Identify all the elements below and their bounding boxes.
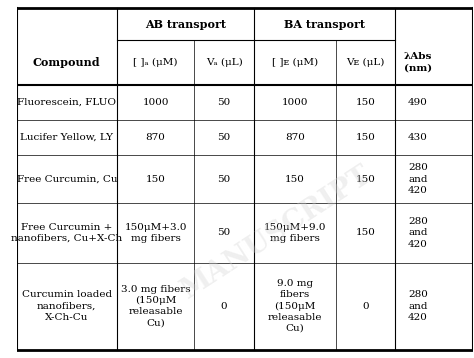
- Text: BA transport: BA transport: [284, 19, 365, 30]
- Text: λAbs
(nm): λAbs (nm): [404, 52, 432, 72]
- Text: AB transport: AB transport: [145, 19, 226, 30]
- Text: 150μM+9.0
mg fibers: 150μM+9.0 mg fibers: [264, 223, 326, 243]
- Text: 1000: 1000: [143, 98, 169, 107]
- Text: 150μM+3.0
mg fibers: 150μM+3.0 mg fibers: [125, 223, 187, 243]
- Text: Curcumin loaded
nanofibers,
X-Ch-Cu: Curcumin loaded nanofibers, X-Ch-Cu: [22, 290, 112, 321]
- Text: 3.0 mg fibers
(150μM
releasable
Cu): 3.0 mg fibers (150μM releasable Cu): [121, 285, 191, 327]
- Text: Free Curcumin +
nanofibers, Cu+X-Ch: Free Curcumin + nanofibers, Cu+X-Ch: [11, 223, 122, 243]
- Text: Lucifer Yellow, LY: Lucifer Yellow, LY: [20, 133, 113, 142]
- Text: MANUSCRIPT: MANUSCRIPT: [176, 161, 377, 304]
- Text: Vₐ (μL): Vₐ (μL): [206, 58, 243, 67]
- Text: 50: 50: [218, 98, 231, 107]
- Text: Vᴇ (μL): Vᴇ (μL): [346, 58, 384, 67]
- Text: 150: 150: [285, 174, 305, 184]
- Text: Compound: Compound: [33, 57, 100, 68]
- Text: 9.0 mg
fibers
(150μM
releasable
Cu): 9.0 mg fibers (150μM releasable Cu): [267, 279, 322, 333]
- Text: Free Curcumin, Cu: Free Curcumin, Cu: [17, 174, 117, 184]
- Text: 870: 870: [146, 133, 165, 142]
- Text: 280
and
420: 280 and 420: [408, 217, 428, 248]
- Text: 50: 50: [218, 228, 231, 237]
- Text: 150: 150: [356, 133, 375, 142]
- Text: 870: 870: [285, 133, 305, 142]
- Text: [ ]ᴇ (μM): [ ]ᴇ (μM): [272, 58, 318, 67]
- Text: 430: 430: [408, 133, 428, 142]
- Text: 50: 50: [218, 133, 231, 142]
- Text: 150: 150: [146, 174, 165, 184]
- Text: Fluorescein, FLUO: Fluorescein, FLUO: [17, 98, 116, 107]
- Text: 150: 150: [356, 98, 375, 107]
- Text: 150: 150: [356, 228, 375, 237]
- Text: 0: 0: [362, 301, 369, 310]
- Text: 1000: 1000: [282, 98, 308, 107]
- Text: 490: 490: [408, 98, 428, 107]
- Text: 0: 0: [221, 301, 228, 310]
- Text: [ ]ₐ (μM): [ ]ₐ (μM): [134, 58, 178, 67]
- Text: 280
and
420: 280 and 420: [408, 290, 428, 321]
- Text: 50: 50: [218, 174, 231, 184]
- Text: 280
and
420: 280 and 420: [408, 163, 428, 195]
- Text: 150: 150: [356, 174, 375, 184]
